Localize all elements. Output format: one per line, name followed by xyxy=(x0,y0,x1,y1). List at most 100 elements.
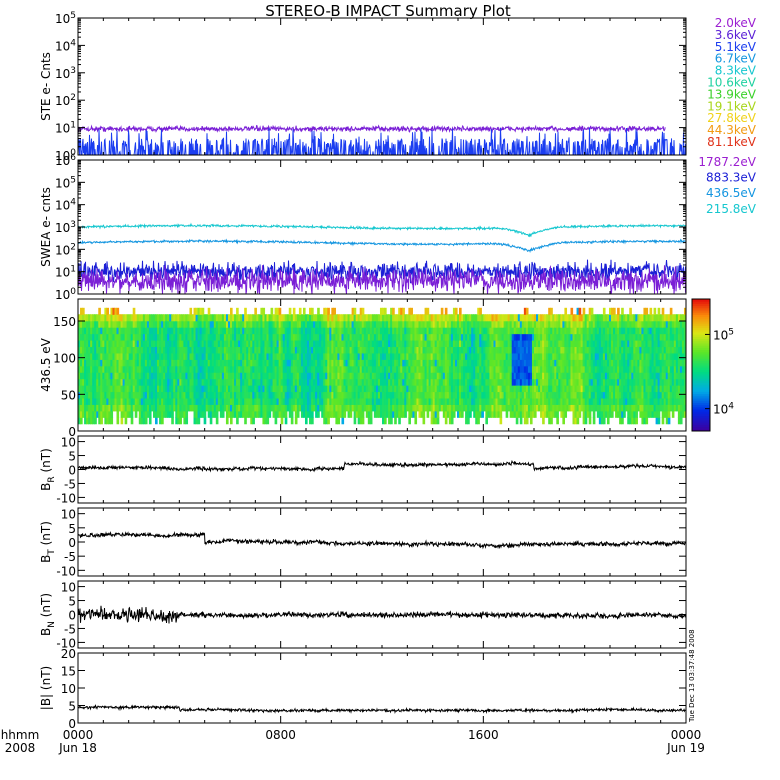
heatmap-cell xyxy=(436,339,440,348)
heatmap-cell xyxy=(260,359,264,367)
heatmap-cell xyxy=(572,333,576,341)
heatmap-cell xyxy=(185,339,189,348)
heatmap-cell xyxy=(343,397,347,405)
heatmap-cell xyxy=(313,397,316,405)
heatmap-cell xyxy=(242,352,245,360)
heatmap-cell xyxy=(260,404,264,412)
heatmap-cell xyxy=(438,385,442,393)
heatmap-cell xyxy=(138,365,142,373)
heatmap-cell xyxy=(114,378,118,386)
heatmap-cell xyxy=(329,365,332,373)
heatmap-cell xyxy=(339,339,343,348)
heatmap-cell xyxy=(199,339,203,348)
heatmap-cell xyxy=(608,333,612,341)
heatmap-cell xyxy=(187,372,191,380)
heatmap-cell xyxy=(339,397,343,405)
heatmap-cell xyxy=(223,397,227,405)
heatmap-cell xyxy=(505,333,509,341)
heatmap-cell xyxy=(138,327,142,335)
heatmap-cell xyxy=(357,397,361,405)
heatmap-cell xyxy=(201,385,205,393)
heatmap-cell xyxy=(78,327,81,335)
heatmap-cell xyxy=(566,365,570,373)
heatmap-cell xyxy=(531,372,535,380)
heatmap-cell xyxy=(242,378,245,386)
heatmap-cell xyxy=(268,391,272,399)
heatmap-cell xyxy=(120,365,124,373)
heatmap-cell xyxy=(268,385,272,393)
heatmap-cell xyxy=(298,327,302,335)
heatmap-cell xyxy=(357,378,361,386)
heatmap-cell xyxy=(90,404,93,412)
heatmap-cell xyxy=(582,404,586,412)
heatmap-cell xyxy=(434,346,438,354)
heatmap-cell xyxy=(619,339,622,348)
heatmap-cell xyxy=(183,391,187,399)
heatmap-cell xyxy=(100,365,103,373)
heatmap-cell xyxy=(412,385,416,393)
heatmap-cell xyxy=(454,327,458,335)
heatmap-cell xyxy=(422,333,426,341)
heatmap-cell xyxy=(307,378,310,386)
heatmap-cell xyxy=(619,365,622,373)
heatmap-cell xyxy=(619,404,622,412)
heatmap-cell xyxy=(602,365,606,373)
heatmap-cell xyxy=(554,391,557,399)
heatmap-cell xyxy=(197,410,201,418)
heatmap-cell xyxy=(327,391,330,399)
heatmap-cell xyxy=(485,327,488,335)
heatmap-cell xyxy=(256,327,259,335)
heatmap-cell xyxy=(586,320,590,328)
heatmap-cell xyxy=(118,333,122,341)
heatmap-cell xyxy=(288,365,292,373)
heatmap-cell xyxy=(215,359,219,367)
heatmap-cell xyxy=(615,365,618,373)
heatmap-cell xyxy=(459,327,462,335)
heatmap-cell xyxy=(406,339,409,348)
heatmap-cell xyxy=(606,333,610,341)
heatmap-cell xyxy=(617,333,620,341)
heatmap-cell xyxy=(442,397,446,405)
heatmap-cell xyxy=(288,307,292,315)
heatmap-cell xyxy=(386,359,389,367)
heatmap-cell xyxy=(627,391,630,399)
legend-entry: 1787.2eV xyxy=(698,155,756,169)
heatmap-cell xyxy=(260,410,264,418)
heatmap-cell xyxy=(140,397,144,405)
heatmap-cell xyxy=(611,378,614,386)
heatmap-cell xyxy=(140,372,144,380)
heatmap-cell xyxy=(566,333,570,341)
heatmap-cell xyxy=(414,339,418,348)
heatmap-cell xyxy=(416,397,420,405)
heatmap-cell xyxy=(252,352,255,360)
heatmap-cell xyxy=(242,410,245,418)
heatmap-cell xyxy=(481,339,484,348)
heatmap-cell xyxy=(82,359,85,367)
heatmap-cell xyxy=(586,372,590,380)
heatmap-cell xyxy=(82,320,85,328)
heatmap-cell xyxy=(568,397,572,405)
heatmap-cell xyxy=(191,314,195,322)
heatmap-cell xyxy=(371,385,375,393)
heatmap-cell xyxy=(272,333,276,341)
heatmap-cell xyxy=(379,391,383,399)
heatmap-cell xyxy=(148,404,152,412)
heatmap-cell xyxy=(341,397,345,405)
heatmap-cell xyxy=(406,346,409,354)
heatmap-cell xyxy=(217,372,221,380)
heatmap-cell xyxy=(266,339,270,348)
heatmap-cell xyxy=(509,346,513,354)
heatmap-cell xyxy=(604,410,608,418)
y-tick-label: 102 xyxy=(55,242,76,257)
heatmap-cell xyxy=(515,391,519,399)
heatmap-cell xyxy=(590,359,594,367)
heatmap-cell xyxy=(353,410,357,418)
heatmap-cell xyxy=(347,410,351,418)
heatmap-cell xyxy=(469,339,472,348)
heatmap-cell xyxy=(161,333,164,341)
heatmap-cell xyxy=(114,333,118,341)
heatmap-cell xyxy=(361,339,365,348)
heatmap-cell xyxy=(428,327,432,335)
heatmap-cell xyxy=(94,378,97,386)
heatmap-cell xyxy=(108,346,112,354)
